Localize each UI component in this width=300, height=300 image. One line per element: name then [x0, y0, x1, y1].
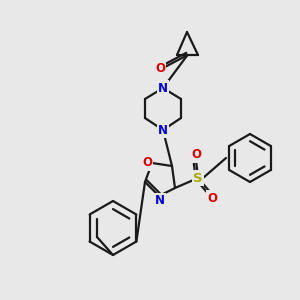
Text: O: O — [142, 157, 152, 169]
Text: O: O — [191, 148, 201, 161]
Text: S: S — [193, 172, 203, 184]
Text: N: N — [158, 124, 168, 136]
Text: N: N — [155, 194, 165, 208]
Text: O: O — [155, 61, 165, 74]
Text: N: N — [158, 82, 168, 94]
Text: O: O — [207, 191, 217, 205]
